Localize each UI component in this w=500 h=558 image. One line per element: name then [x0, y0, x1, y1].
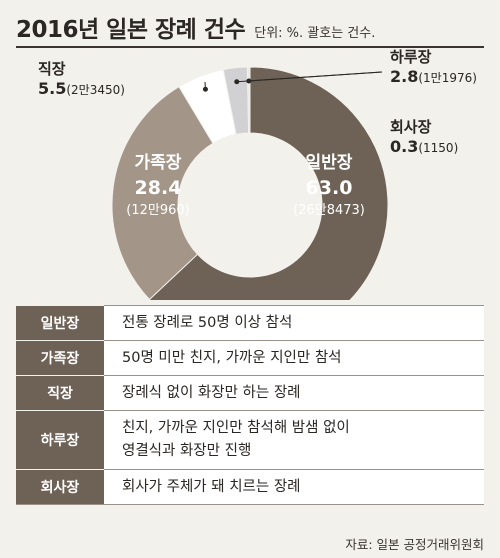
donut-chart: 일반장 63.0 (26만8473) 가족장 28.4 (12만960) 직장5.5(2만3…: [38, 48, 477, 300]
label-count-가족장: (12만960): [126, 203, 189, 218]
description-line: 전통 장례로 50명 이상 참석: [122, 314, 293, 331]
description-line: 50명 미만 친지, 가까운 지인만 참석: [122, 349, 342, 366]
title-divider: [16, 46, 484, 48]
description-line: 영결식과 화장만 진행: [122, 443, 252, 459]
label-name-직장: 직장: [38, 60, 66, 78]
label-name-일반장: 일반장: [306, 153, 353, 173]
chart-subtitle: 단위: %. 괄호는 건수.: [254, 26, 376, 41]
label-value-가족장: 28.4: [135, 177, 182, 199]
row-name: 회사장: [16, 469, 104, 505]
leader-dot-직장: [202, 86, 208, 92]
label-value-회사장: 0.3(1150): [390, 137, 458, 156]
row-name: 일반장: [16, 305, 104, 341]
description-line: 장례식 없이 화장만 하는 장례: [122, 384, 301, 401]
row-description: 장례식 없이 화장만 하는 장례: [104, 375, 484, 411]
label-name-회사장: 회사장: [390, 118, 432, 136]
description-line: 회사가 주체가 돼 치르는 장례: [122, 478, 301, 495]
description-line: 친지, 가까운 지인만 참석해 밤샘 없이: [122, 420, 350, 436]
row-name: 하루장: [16, 410, 104, 470]
label-count-일반장: (26만8473): [293, 203, 365, 218]
table-row: 직장 장례식 없이 화장만 하는 장례: [16, 375, 484, 411]
label-value-직장: 5.5(2만3450): [38, 79, 125, 98]
table-row: 가족장 50명 미만 친지, 가까운 지인만 참석: [16, 340, 484, 376]
table-row: 일반장 전통 장례로 50명 이상 참석: [16, 305, 484, 341]
label-value-일반장: 63.0: [306, 177, 353, 199]
row-description: 회사가 주체가 돼 치르는 장례: [104, 469, 484, 505]
slice-회사장: [246, 66, 251, 134]
table-row: 회사장 회사가 주체가 돼 치르는 장례: [16, 469, 484, 505]
leader-dot-회사장: [246, 78, 252, 84]
row-name: 직장: [16, 375, 104, 411]
slice-가족장: [111, 85, 214, 300]
row-description: 50명 미만 친지, 가까운 지인만 참석: [104, 340, 484, 376]
slice-일반장: [148, 66, 389, 300]
label-value-하루장: 2.8(1만1976): [390, 67, 477, 86]
label-name-가족장: 가족장: [135, 153, 182, 173]
leader-dot-하루장: [234, 79, 240, 85]
leader-line-회사장: [248, 71, 383, 82]
row-description: 전통 장례로 50명 이상 참석: [104, 305, 484, 341]
chart-title: 2016년 일본 장례 건수: [16, 17, 246, 43]
title-row: 2016년 일본 장례 건수 단위: %. 괄호는 건수.: [16, 10, 490, 50]
row-name: 가족장: [16, 340, 104, 376]
label-name-하루장: 하루장: [390, 48, 432, 66]
table-row: 하루장 친지, 가까운 지인만 참석해 밤샘 없이 영결식과 화장만 진행: [16, 410, 484, 470]
source-note: 자료: 일본 공정거래위원회: [345, 537, 484, 552]
